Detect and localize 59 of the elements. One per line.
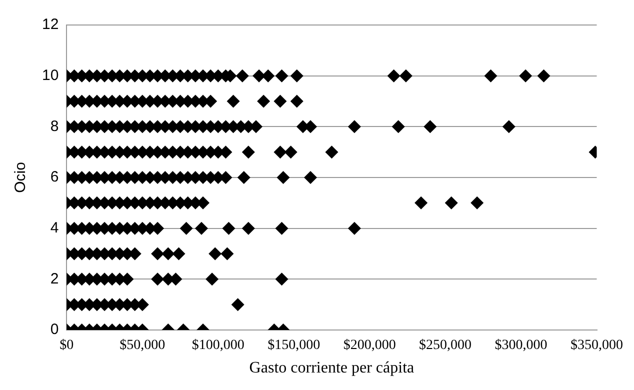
point — [414, 196, 428, 210]
y-tick-label: 6 — [50, 168, 59, 186]
point — [242, 222, 255, 235]
x-tick-label: $100,000 — [192, 338, 244, 354]
point — [519, 69, 532, 82]
point — [237, 171, 250, 184]
point — [444, 196, 458, 210]
point — [387, 69, 400, 82]
point — [172, 247, 186, 260]
point — [348, 120, 361, 134]
y-tick-label: 4 — [50, 219, 59, 236]
point — [206, 272, 219, 286]
point — [274, 94, 287, 108]
y-tick-label: 0 — [50, 321, 59, 338]
point — [222, 222, 236, 235]
point — [470, 196, 484, 210]
x-tick-label: $0 — [60, 338, 74, 354]
y-tick-label: 10 — [42, 66, 59, 84]
y-tick-label: 8 — [50, 118, 59, 135]
point — [194, 222, 208, 235]
point — [276, 171, 290, 184]
point — [208, 247, 222, 260]
point — [151, 247, 164, 260]
x-tick-label: $300,000 — [494, 338, 548, 354]
x-tick-label: $150,000 — [268, 338, 320, 354]
point — [231, 298, 244, 312]
point — [275, 272, 288, 286]
point — [290, 94, 304, 108]
point — [162, 247, 175, 260]
point — [226, 94, 240, 108]
point — [220, 247, 234, 260]
point — [284, 146, 298, 159]
point — [399, 69, 412, 82]
x-tick-label: $200,000 — [343, 338, 396, 354]
point — [275, 222, 288, 235]
y-axis-title: Ocio — [12, 162, 30, 193]
point — [236, 69, 249, 82]
point — [275, 69, 288, 82]
point — [484, 69, 498, 82]
point — [180, 222, 193, 235]
point — [151, 272, 164, 286]
point — [257, 94, 270, 108]
point — [348, 222, 361, 235]
x-tick-label: $50,000 — [120, 338, 166, 354]
x-tick-label: $250,000 — [419, 338, 472, 354]
point — [304, 171, 318, 184]
x-tick-label: $350,000 — [570, 338, 623, 354]
point — [424, 120, 437, 134]
point — [242, 146, 255, 159]
point — [502, 120, 516, 134]
point — [537, 69, 550, 82]
point — [325, 146, 338, 159]
point — [290, 69, 304, 82]
y-tick-label: 2 — [50, 270, 59, 288]
point — [262, 69, 275, 82]
point — [274, 146, 287, 159]
y-tick-label: 12 — [42, 16, 59, 34]
x-axis-title: Gasto corriente per cápita — [249, 360, 414, 377]
point — [392, 120, 405, 134]
